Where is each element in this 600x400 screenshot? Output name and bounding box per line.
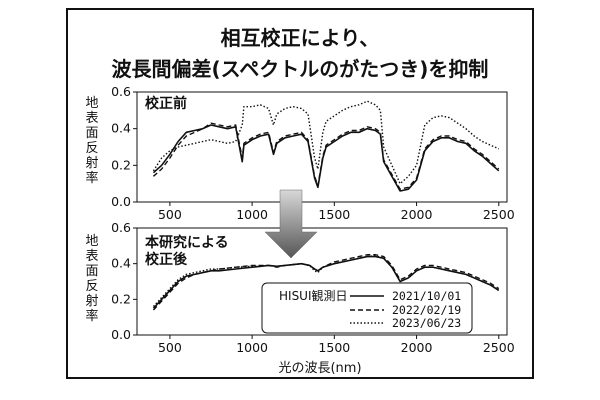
title-line-1: 相互校正により、: [221, 26, 380, 50]
x-tick-label: 2000: [401, 207, 433, 222]
series-top: [152, 100, 500, 192]
y-tick-label: 0.6: [111, 220, 131, 235]
legend-box: [261, 282, 473, 334]
panel-after-calibration: 500 1000 1500 2000 2500 0.0 0.2 0.4 0.6 本研究による 校…: [111, 220, 515, 355]
figure-frame: [66, 8, 534, 379]
y-tick-label: 0.0: [111, 194, 131, 209]
y-tick-label: 0.2: [111, 291, 131, 306]
y-tick-label: 0.0: [111, 327, 131, 342]
ylabel-top-char: 地: [85, 96, 98, 111]
series-bottom: [152, 254, 500, 311]
ylabel-bottom-char: 地: [85, 234, 98, 249]
series-line-dashed: [152, 254, 500, 311]
ylabel-bottom-char: 率: [85, 308, 98, 324]
panel-title-after-line-2: 校正後: [145, 251, 188, 268]
legend-label: 2022/02/19: [392, 303, 461, 317]
x-tick-label: 2500: [483, 340, 515, 355]
ylabel-bottom-char: 面: [85, 264, 98, 279]
ylabel-top: 地表面反射率: [85, 96, 98, 186]
ylabel-top-char: 率: [85, 170, 98, 186]
x-tick-label: 1000: [236, 207, 268, 222]
ylabel-top-char: 面: [85, 126, 98, 141]
plot-frame-bottom: [136, 227, 508, 336]
series-line-dotted: [152, 100, 500, 185]
ticks-top: 500 1000 1500 2000 2500 0.0 0.2 0.4 0.6: [111, 84, 515, 222]
y-tick-label: 0.6: [111, 84, 131, 99]
x-tick-label: 1500: [318, 340, 350, 355]
y-tick-label: 0.4: [111, 256, 131, 271]
plot-frame-top: [136, 91, 508, 203]
ylabel-top-char: 表: [85, 111, 98, 126]
legend-label: 2023/06/23: [392, 316, 461, 330]
ylabel-bottom-char: 射: [85, 293, 98, 309]
x-tick-label: 2500: [483, 207, 515, 222]
ylabel-bottom: 地表面反射率: [85, 234, 98, 324]
ylabel-bottom-char: 反: [85, 279, 98, 294]
panel-title-after-line-1: 本研究による: [145, 234, 229, 251]
x-tick-label: 500: [158, 207, 182, 222]
x-axis-label: 光の波長(nm): [278, 361, 361, 376]
y-tick-label: 0.4: [111, 121, 131, 136]
ylabel-top-char: 射: [85, 155, 98, 171]
y-tick-label: 0.2: [111, 157, 131, 172]
series-line-dotted: [152, 254, 500, 307]
legend-title: HISUI観測日: [279, 289, 348, 303]
series-line-solid: [152, 124, 500, 192]
title-line-2: 波長間偏差(スペクトルのがたつき)を抑制: [112, 57, 489, 81]
ticks-bottom: 500 1000 1500 2000 2500 0.0 0.2 0.4 0.6: [111, 220, 515, 355]
ylabel-top-char: 反: [85, 141, 98, 156]
x-tick-label: 1500: [318, 207, 350, 222]
panel-title-before: 校正前: [145, 95, 187, 112]
x-tick-label: 1000: [236, 340, 268, 355]
down-arrow-icon: [264, 189, 318, 259]
panel-before-calibration: 500 1000 1500 2000 2500 0.0 0.2 0.4 0.6 校正前: [111, 84, 515, 222]
legend-label: 2021/10/01: [392, 289, 461, 303]
ylabel-bottom-char: 表: [85, 249, 98, 264]
x-tick-label: 2000: [401, 340, 433, 355]
x-tick-label: 500: [158, 340, 182, 355]
